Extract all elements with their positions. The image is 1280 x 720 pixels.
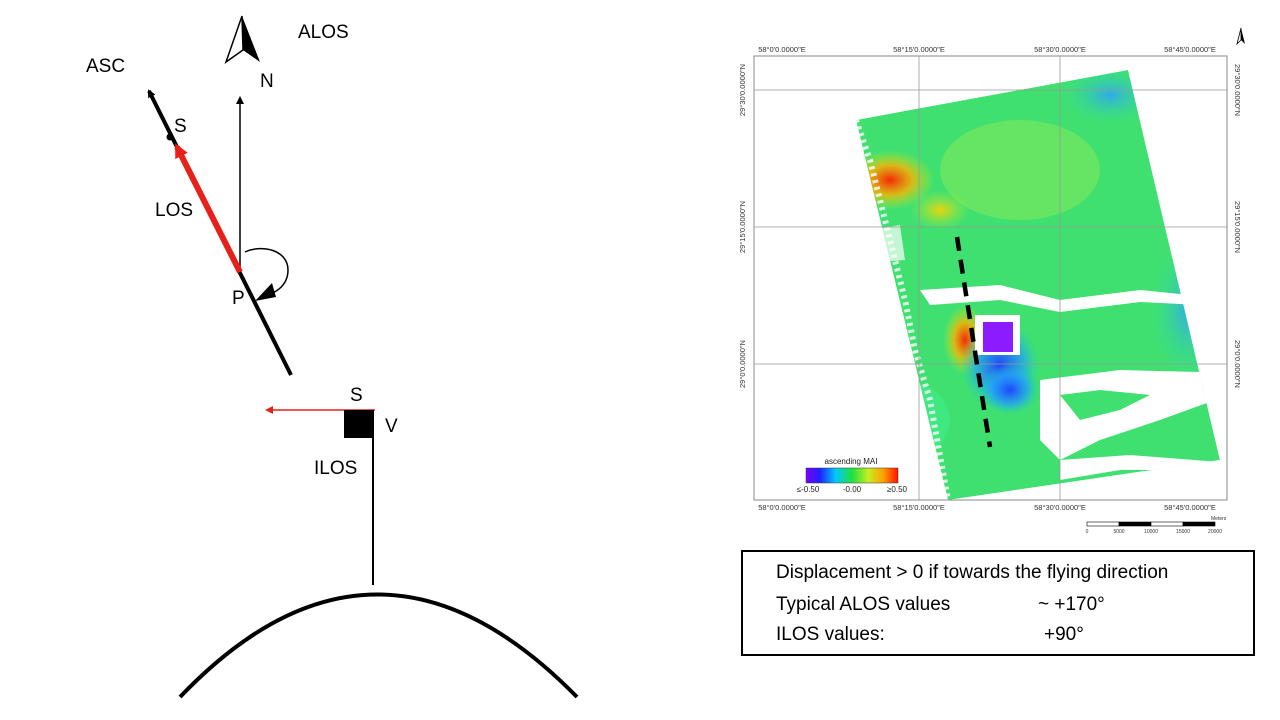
fault-line (954, 236, 993, 448)
earth-arc (178, 592, 579, 699)
satellite-top-label: S (174, 116, 187, 137)
colorbar-mid: -0.00 (843, 485, 862, 494)
left-tick: 29°15'0.0000"N (738, 201, 747, 253)
top-tick: 58°30'0.0000"E (1034, 45, 1086, 54)
los-label: LOS (155, 200, 194, 221)
asc-label: ASC (86, 56, 126, 77)
ilos-label: ILOS (314, 458, 358, 479)
geometry-diagram (147, 15, 579, 699)
info-line-3-label: ILOS values: (776, 624, 885, 645)
los-arrow (174, 143, 243, 274)
info-line-2-value: ~ +170° (1038, 594, 1105, 615)
info-box: Displacement > 0 if towards the flying d… (741, 550, 1255, 656)
scalebar-tick: 15000 (1176, 529, 1190, 535)
scalebar-tick: 20000 (1208, 529, 1222, 535)
colorbar-max: ≥0.50 (887, 485, 908, 494)
satellite-dot (166, 133, 174, 141)
top-tick: 58°15'0.0000"E (893, 45, 945, 54)
bottom-tick: 58°45'0.0000"E (1164, 503, 1216, 512)
graticule (754, 56, 1227, 500)
info-line-2-label: Typical ALOS values (776, 594, 951, 615)
angle-arc-arrowhead-icon (255, 283, 276, 301)
bottom-tick: 58°30'0.0000"E (1034, 503, 1086, 512)
colorbar: ascending MAI ≤-0.50 -0.00 ≥0.50 (797, 457, 908, 494)
satellite-box (344, 410, 374, 438)
right-tick: 29°30'0.0000"N (1233, 64, 1242, 116)
scalebar-tick: 0 (1086, 529, 1089, 535)
north-label: N (260, 71, 274, 92)
top-tick: 58°45'0.0000"E (1164, 45, 1216, 54)
right-tick: 29°15'0.0000"N (1233, 201, 1242, 253)
info-line-1: Displacement > 0 if towards the flying d… (776, 562, 1169, 583)
info-line-3-value: +90° (1044, 624, 1084, 645)
colorbar-min: ≤-0.50 (797, 485, 820, 494)
right-tick: 29°0'0.0000"N (1233, 340, 1242, 388)
scalebar-tick: 5000 (1113, 529, 1124, 535)
top-tick: 58°0'0.0000"E (758, 45, 806, 54)
alos-label: ALOS (298, 22, 349, 43)
left-tick: 29°30'0.0000"N (738, 64, 747, 116)
left-tick: 29°0'0.0000"N (738, 340, 747, 388)
scalebar-tick: 10000 (1144, 529, 1158, 535)
bottom-tick: 58°0'0.0000"E (758, 503, 806, 512)
colorbar-title: ascending MAI (825, 457, 878, 466)
bottom-tick: 58°15'0.0000"E (893, 503, 945, 512)
scalebar-unit: Meters (1211, 516, 1227, 522)
north-arrow-icon (224, 15, 260, 64)
map-north-arrow-icon (1236, 27, 1245, 46)
velocity-label: V (385, 416, 398, 437)
point-p-label: P (232, 288, 245, 309)
scalebar: 0 5000 10000 15000 20000 Meters (1086, 516, 1227, 535)
satellite-bottom-label: S (350, 385, 363, 406)
